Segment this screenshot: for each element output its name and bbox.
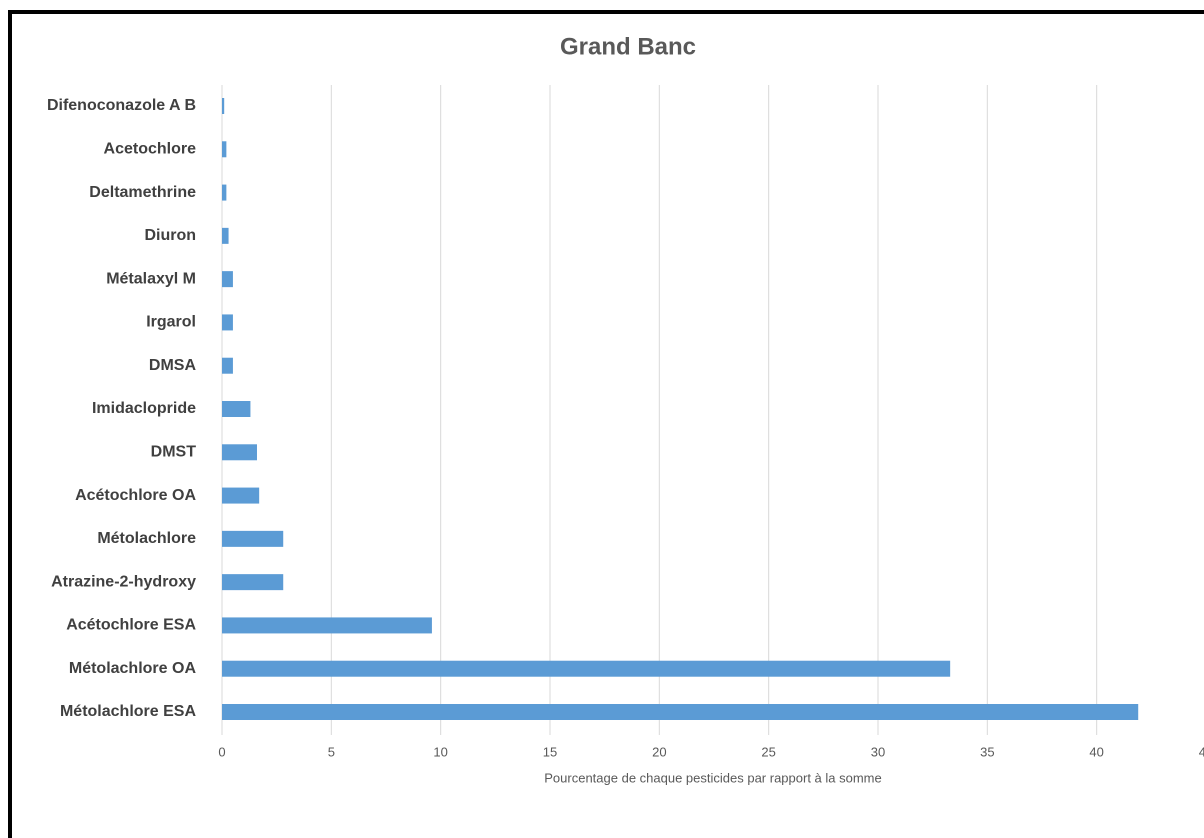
y-tick-label: Atrazine-2-hydroxy: [51, 573, 196, 590]
bar: [222, 227, 229, 244]
x-tick-label: 0: [218, 744, 225, 759]
bar: [222, 574, 284, 591]
bar: [222, 530, 284, 547]
y-tick-label: Métolachlore: [97, 530, 196, 547]
x-tick-label: 40: [1089, 744, 1103, 759]
x-tick-label: 30: [871, 744, 885, 759]
bar: [222, 314, 233, 331]
y-tick-label: Acétochlore ESA: [66, 617, 196, 634]
x-tick-label: 15: [543, 744, 557, 759]
bar: [222, 487, 260, 504]
x-tick-label: 35: [980, 744, 994, 759]
x-tick-label: 10: [433, 744, 447, 759]
y-tick-label: Diuron: [144, 227, 196, 244]
y-tick-label: Difenoconazole A B: [47, 97, 196, 114]
bar: [222, 660, 951, 677]
y-tick-label: Acetochlore: [104, 141, 197, 158]
chart-title: Grand Banc: [560, 33, 696, 60]
bar: [222, 184, 227, 201]
y-tick-label: Métolachlore ESA: [60, 703, 196, 720]
bar: [222, 617, 432, 634]
x-tick-label: 20: [652, 744, 666, 759]
y-tick-label: Imidaclopride: [92, 400, 196, 417]
y-tick-label: Deltamethrine: [89, 184, 196, 201]
y-tick-label: Irgarol: [146, 314, 196, 331]
y-tick-label: Acétochlore OA: [75, 487, 196, 504]
bar: [222, 271, 233, 288]
bar: [222, 357, 233, 374]
y-tick-label: DMST: [151, 444, 197, 461]
bar: [222, 98, 225, 114]
bar: [222, 704, 1139, 720]
x-tick-label: 25: [761, 744, 775, 759]
y-tick-label: DMSA: [149, 357, 197, 374]
bar: [222, 401, 251, 417]
bar: [222, 444, 257, 461]
x-tick-label: 45: [1199, 744, 1204, 759]
x-tick-label: 5: [328, 744, 335, 759]
y-tick-label: Métolachlore OA: [69, 660, 197, 677]
bar: [222, 141, 227, 158]
y-tick-label: Métalaxyl M: [106, 270, 196, 287]
x-axis-title: Pourcentage de chaque pesticides par rap…: [544, 770, 881, 785]
